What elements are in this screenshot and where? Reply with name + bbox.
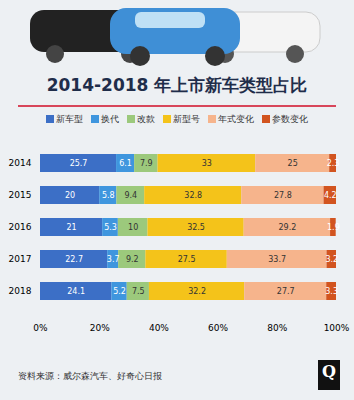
html-text:年式变化: 年式变化 [218, 114, 254, 124]
svg-text:100%: 100% [324, 323, 350, 333]
svg-text:2016: 2016 [9, 222, 32, 232]
svg-text:80%: 80% [267, 323, 287, 333]
svg-text:33: 33 [202, 159, 212, 168]
html-text:Q: Q [322, 362, 336, 381]
svg-text:32.2: 32.2 [188, 287, 206, 296]
svg-text:27.7: 27.7 [277, 287, 295, 296]
svg-text:2017: 2017 [9, 254, 32, 264]
svg-text:9.2: 9.2 [126, 255, 139, 264]
svg-text:2014: 2014 [9, 158, 32, 168]
svg-text:25: 25 [288, 159, 298, 168]
svg-text:32.8: 32.8 [184, 191, 202, 200]
html-text:改款: 改款 [137, 114, 155, 124]
svg-text:1.9: 1.9 [327, 223, 340, 232]
svg-text:60%: 60% [208, 323, 228, 333]
svg-text:3.2: 3.2 [325, 255, 338, 264]
html-text:参数变化: 参数变化 [272, 114, 308, 124]
svg-text:24.1: 24.1 [67, 287, 85, 296]
svg-text:5.8: 5.8 [102, 191, 115, 200]
svg-text:2.3: 2.3 [327, 159, 340, 168]
html-text:新型号: 新型号 [173, 114, 200, 124]
svg-text:0%: 0% [33, 323, 48, 333]
svg-text:22.7: 22.7 [65, 255, 83, 264]
html-text:换代: 换代 [101, 114, 119, 124]
svg-text:5.3: 5.3 [104, 223, 117, 232]
svg-text:29.2: 29.2 [278, 223, 296, 232]
svg-text:32.5: 32.5 [187, 223, 205, 232]
svg-text:5.2: 5.2 [113, 287, 126, 296]
html-text:资料来源：威尔森汽车、好奇心日报: 资料来源：威尔森汽车、好奇心日报 [18, 371, 162, 381]
svg-text:33.7: 33.7 [268, 255, 286, 264]
svg-text:40%: 40% [149, 323, 169, 333]
svg-text:27.5: 27.5 [178, 255, 196, 264]
svg-text:3.3: 3.3 [325, 287, 338, 296]
svg-text:10: 10 [128, 223, 138, 232]
svg-text:2018: 2018 [9, 286, 32, 296]
svg-text:7.5: 7.5 [132, 287, 145, 296]
svg-text:6.1: 6.1 [119, 159, 132, 168]
svg-text:2015: 2015 [9, 190, 32, 200]
svg-text:7.9: 7.9 [140, 159, 153, 168]
svg-text:3.7: 3.7 [107, 255, 120, 264]
svg-text:4.2: 4.2 [324, 191, 337, 200]
svg-text:27.8: 27.8 [274, 191, 292, 200]
svg-text:25.7: 25.7 [70, 159, 88, 168]
html-text:2014-2018 年上市新车类型占比: 2014-2018 年上市新车类型占比 [46, 75, 308, 95]
html-text:新车型: 新车型 [56, 114, 83, 124]
svg-text:20%: 20% [90, 323, 110, 333]
svg-text:21: 21 [66, 223, 76, 232]
svg-text:20: 20 [65, 191, 75, 200]
svg-text:9.4: 9.4 [124, 191, 137, 200]
